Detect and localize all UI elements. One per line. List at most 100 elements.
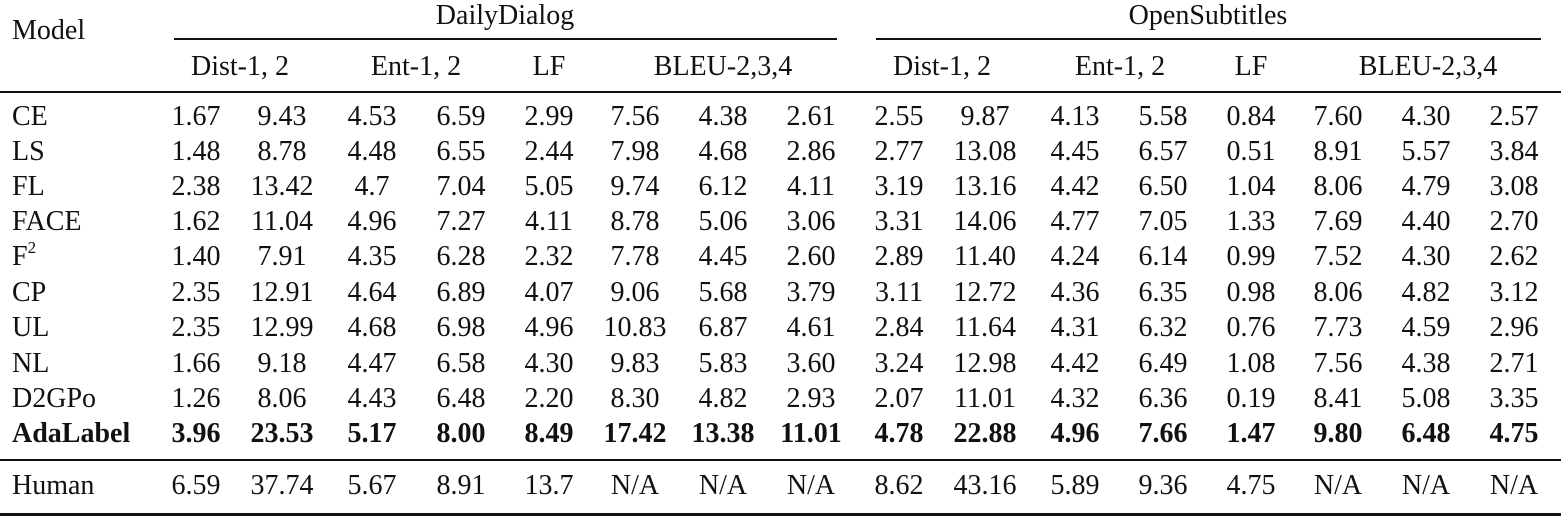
table-cell: 8.06 [257,383,307,414]
table-cell: 12.91 [250,277,314,308]
table-cell: 3.31 [874,206,924,237]
table-cell: 11.64 [954,312,1016,343]
table-cell: 7.78 [610,241,660,272]
table-cell: 8.41 [1313,383,1363,414]
table-cell: 2.61 [786,101,836,132]
table-cell: 3.12 [1489,277,1539,308]
row-label: CE [12,101,48,132]
table-cell: 3.35 [1489,383,1539,414]
metric-header: LF [532,51,566,82]
metric-header: Dist-1, 2 [893,51,991,82]
mid-rule [0,459,1561,461]
table-cell: 2.89 [874,241,924,272]
table-cell: 4.11 [787,171,835,202]
table-cell: 3.24 [874,348,924,379]
table-cell: 0.19 [1226,383,1276,414]
table-cell: 4.45 [1050,136,1100,167]
metric-header: Ent-1, 2 [1074,51,1166,82]
table-cell: 7.05 [1138,206,1188,237]
metric-header: BLEU-2,3,4 [1358,51,1498,82]
row-label: CP [12,277,47,308]
table-cell: 11.01 [954,383,1016,414]
table-cell: 4.61 [786,312,836,343]
table-cell: 1.33 [1226,206,1276,237]
table-cell: 11.01 [780,418,842,449]
bottom-rule [0,513,1561,516]
table-cell: N/A [1489,470,1539,501]
table-cell: 4.79 [1401,171,1451,202]
table-cell: 5.05 [524,171,574,202]
table-cell: 4.45 [698,241,748,272]
table-cell: 1.62 [171,206,221,237]
table-cell: 5.17 [347,418,397,449]
table-cell: 0.84 [1226,101,1276,132]
table-cell: 3.11 [875,277,923,308]
table-cell: 4.31 [1050,312,1100,343]
table-cell: 1.08 [1226,348,1276,379]
row-label: FACE [12,206,82,237]
table-cell: 5.83 [698,348,748,379]
row-label: Human [12,470,95,501]
table-cell: 3.84 [1489,136,1539,167]
row-label: F2 [12,238,37,272]
table-cell: 2.44 [524,136,574,167]
group-header-opensubtitles: OpenSubtitles [1128,0,1288,31]
table-cell: 2.32 [524,241,574,272]
table-cell: 2.77 [874,136,924,167]
table-cell: 1.04 [1226,171,1276,202]
table-cell: 6.32 [1138,312,1188,343]
table-cell: 4.53 [347,101,397,132]
table-cell: 1.26 [171,383,221,414]
table-cell: 4.96 [1050,418,1100,449]
table-cell: 9.43 [257,101,307,132]
table-cell: 4.30 [1401,101,1451,132]
table-cell: 6.87 [698,312,748,343]
row-label: NL [12,348,50,379]
table-cell: 7.98 [610,136,660,167]
table-cell: 43.16 [953,470,1017,501]
table-cell: 23.53 [250,418,314,449]
table-cell: 4.64 [347,277,397,308]
table-cell: 1.47 [1226,418,1276,449]
table-cell: 2.86 [786,136,836,167]
table-cell: 7.60 [1313,101,1363,132]
table-cell: 6.57 [1138,136,1188,167]
row-label: FL [12,171,45,202]
metric-header: Ent-1, 2 [370,51,462,82]
table-cell: 6.59 [436,101,486,132]
row-label: D2GPo [12,383,97,414]
table-cell: 4.7 [354,171,390,202]
table-cell: 6.36 [1138,383,1188,414]
table-cell: 8.00 [436,418,486,449]
table-cell: 4.07 [524,277,574,308]
table-cell: 4.82 [698,383,748,414]
table-cell: 7.66 [1138,418,1188,449]
table-cell: 4.77 [1050,206,1100,237]
table-cell: 4.47 [347,348,397,379]
table-cell: 4.75 [1226,470,1276,501]
table-cell: 2.84 [874,312,924,343]
metric-header: BLEU-2,3,4 [653,51,793,82]
table-cell: 6.49 [1138,348,1188,379]
table-cell: 5.57 [1401,136,1451,167]
table-cell: 11.04 [251,206,313,237]
table-cell: 13.16 [953,171,1017,202]
row-label: LS [12,136,45,167]
table-cell: 8.78 [257,136,307,167]
table-cell: N/A [610,470,660,501]
table-cell: 9.36 [1138,470,1188,501]
table-cell: 4.40 [1401,206,1451,237]
table-cell: 3.60 [786,348,836,379]
table-cell: 6.14 [1138,241,1188,272]
table-cell: 13.08 [953,136,1017,167]
table-cell: 7.52 [1313,241,1363,272]
table-cell: 13.42 [250,171,314,202]
table-cell: 11.40 [954,241,1016,272]
table-cell: 6.35 [1138,277,1188,308]
table-cell: 10.83 [603,312,667,343]
table-cell: 5.58 [1138,101,1188,132]
table-cell: 6.55 [436,136,486,167]
table-cell: 8.78 [610,206,660,237]
table-cell: 4.68 [347,312,397,343]
